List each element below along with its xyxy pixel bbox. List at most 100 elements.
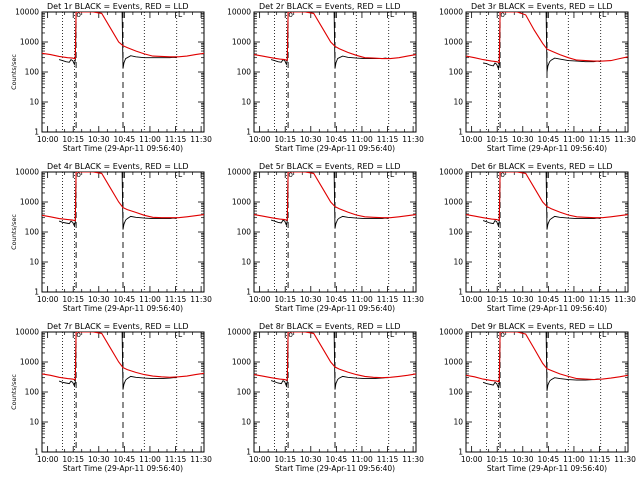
- x-tick-label: 11:00: [563, 135, 585, 144]
- chart-title: Det 9r BLACK = Events, RED = LLD: [471, 322, 613, 331]
- x-tick-label: 11:30: [402, 455, 424, 464]
- x-axis-label: Start Time (29-Apr-11 09:56:40): [275, 464, 395, 473]
- x-tick-label: 10:30: [300, 295, 322, 304]
- x-tick-label: 11:30: [190, 455, 212, 464]
- x-tick-label: 11:00: [351, 295, 373, 304]
- y-tick-label: 1000: [444, 198, 463, 207]
- y-tick-label: 10000: [15, 168, 39, 177]
- x-tick-label: 10:15: [486, 295, 508, 304]
- y-tick-label: 10000: [15, 8, 39, 17]
- x-tick-label: 11:30: [614, 135, 636, 144]
- x-tick-label: 10:45: [114, 135, 136, 144]
- annotation-marker: L: [390, 330, 395, 339]
- x-tick-label: 10:45: [538, 135, 560, 144]
- lld-series-line: [466, 172, 628, 221]
- y-tick-label: 1000: [232, 38, 251, 47]
- x-tick-label: 10:15: [486, 135, 508, 144]
- chart-title: Det 5r BLACK = Events, RED = LLD: [259, 162, 401, 171]
- x-axis-label: Start Time (29-Apr-11 09:56:40): [63, 304, 183, 313]
- y-axis-label: Counts/sec: [10, 374, 18, 410]
- y-tick-label: 100: [237, 68, 252, 77]
- x-tick-label: 11:15: [589, 135, 611, 144]
- x-tick-label: 10:30: [300, 135, 322, 144]
- x-tick-label: 11:15: [165, 455, 187, 464]
- events-series-line: [270, 12, 389, 69]
- y-tick-label: 1000: [444, 38, 463, 47]
- y-tick-label: 1: [246, 448, 251, 457]
- annotation-marker: L: [602, 330, 607, 339]
- x-tick-label: 10:00: [37, 455, 59, 464]
- annotation-marker: o: [76, 330, 81, 339]
- x-axis-label: Start Time (29-Apr-11 09:56:40): [63, 144, 183, 153]
- chart-title: Det 3r BLACK = Events, RED = LLD: [471, 2, 613, 11]
- x-axis-label: Start Time (29-Apr-11 09:56:40): [275, 304, 395, 313]
- x-tick-label: 10:15: [62, 135, 84, 144]
- x-tick-label: 10:00: [37, 295, 59, 304]
- x-tick-label: 10:00: [461, 135, 483, 144]
- y-tick-label: 10000: [439, 328, 463, 337]
- x-tick-label: 11:00: [351, 135, 373, 144]
- chart-panel-7: 1 10 100 1000 10000 10:00 10:15 10:30 10:45 11:00…: [10, 322, 212, 473]
- annotation-marker: L: [390, 10, 395, 19]
- y-tick-label: 1: [34, 128, 39, 137]
- x-tick-label: 10:45: [114, 455, 136, 464]
- events-series-line: [483, 12, 601, 73]
- x-tick-label: 10:45: [538, 455, 560, 464]
- x-tick-label: 11:00: [563, 295, 585, 304]
- events-series-line: [482, 332, 601, 391]
- y-tick-label: 10000: [15, 328, 39, 337]
- x-axis-label: Start Time (29-Apr-11 09:56:40): [63, 464, 183, 473]
- y-tick-label: 1: [34, 288, 39, 297]
- annotation-marker: o: [500, 170, 505, 179]
- y-tick-label: 10: [453, 258, 463, 267]
- x-tick-label: 11:00: [139, 455, 161, 464]
- chart-title: Det 1r BLACK = Events, RED = LLD: [47, 2, 189, 11]
- lld-series-line: [42, 172, 204, 222]
- chart-panel-8: 1 10 100 1000 10000 10:00 10:15 10:30 10:45 11:00…: [227, 322, 424, 473]
- x-tick-label: 10:30: [88, 295, 110, 304]
- x-tick-label: 10:15: [62, 455, 84, 464]
- x-tick-label: 11:15: [165, 295, 187, 304]
- y-tick-label: 100: [25, 228, 40, 237]
- x-tick-label: 11:30: [614, 295, 636, 304]
- annotation-marker: L: [178, 170, 183, 179]
- lld-series-line: [254, 172, 416, 221]
- x-tick-label: 10:30: [88, 135, 110, 144]
- y-axis-label: Counts/sec: [10, 214, 18, 250]
- x-tick-label: 10:15: [274, 455, 296, 464]
- x-tick-label: 10:15: [274, 135, 296, 144]
- x-tick-label: 10:30: [512, 295, 534, 304]
- lld-series-line: [254, 12, 416, 61]
- y-tick-label: 1: [458, 288, 463, 297]
- x-axis-label: Start Time (29-Apr-11 09:56:40): [487, 144, 607, 153]
- x-tick-label: 10:15: [62, 295, 84, 304]
- y-tick-label: 1: [458, 448, 463, 457]
- chart-title: Det 4r BLACK = Events, RED = LLD: [47, 162, 189, 171]
- y-tick-label: 10000: [227, 168, 251, 177]
- y-tick-label: 1: [458, 128, 463, 137]
- y-tick-label: 100: [449, 388, 464, 397]
- y-tick-label: 1000: [20, 198, 39, 207]
- x-tick-label: 10:45: [326, 135, 348, 144]
- events-series-line: [482, 172, 601, 230]
- y-tick-label: 100: [237, 388, 252, 397]
- lld-series-line: [466, 332, 628, 383]
- y-tick-label: 1000: [20, 358, 39, 367]
- x-tick-label: 10:30: [88, 455, 110, 464]
- x-tick-label: 11:30: [402, 135, 424, 144]
- x-tick-label: 11:15: [377, 455, 399, 464]
- annotation-marker: o: [76, 10, 81, 19]
- x-axis-label: Start Time (29-Apr-11 09:56:40): [487, 464, 607, 473]
- x-tick-label: 11:15: [589, 455, 611, 464]
- y-tick-label: 1000: [232, 198, 251, 207]
- lld-series-line: [42, 12, 204, 60]
- x-tick-label: 10:15: [486, 455, 508, 464]
- x-tick-label: 11:15: [377, 135, 399, 144]
- y-tick-label: 1: [246, 288, 251, 297]
- annotation-marker: L: [390, 170, 395, 179]
- annotation-marker: o: [76, 170, 81, 179]
- y-tick-label: 10: [29, 258, 39, 267]
- y-tick-label: 10: [453, 418, 463, 427]
- y-tick-label: 1: [246, 128, 251, 137]
- chart-title: Det 8r BLACK = Events, RED = LLD: [259, 322, 401, 331]
